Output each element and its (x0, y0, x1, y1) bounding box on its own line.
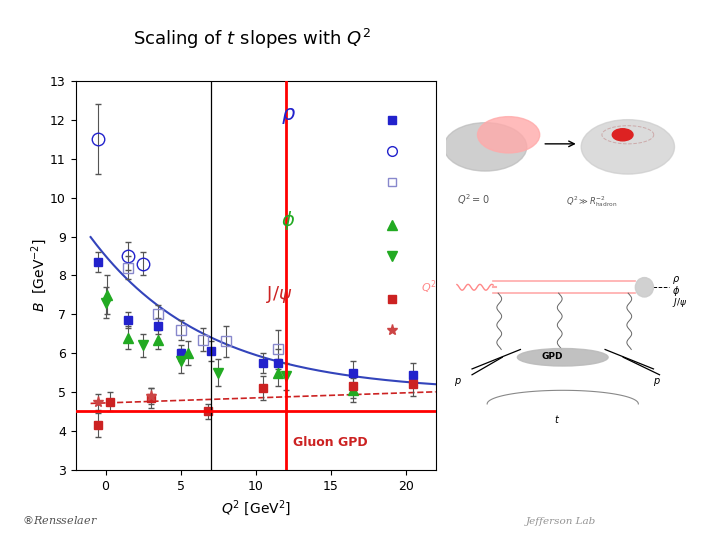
Text: $p$: $p$ (454, 376, 462, 388)
Text: $Q^2 \gg R_\mathrm{hadron}^{-2}$: $Q^2 \gg R_\mathrm{hadron}^{-2}$ (566, 194, 617, 209)
Text: $\mathrm{J}/\psi$: $\mathrm{J}/\psi$ (266, 285, 293, 305)
Text: $Q^2 = 0$: $Q^2 = 0$ (456, 193, 490, 207)
Text: $\circledR$Rensselaer: $\circledR$Rensselaer (22, 514, 97, 526)
Text: $t$: $t$ (554, 413, 560, 426)
Circle shape (612, 129, 633, 141)
Circle shape (444, 123, 527, 171)
Circle shape (581, 120, 675, 174)
Text: $\rho$: $\rho$ (672, 273, 680, 286)
Text: $\phi$: $\phi$ (281, 210, 295, 232)
Text: Scaling of $t$ slopes with $Q^2$: Scaling of $t$ slopes with $Q^2$ (133, 27, 371, 51)
Text: Jefferson Lab: Jefferson Lab (526, 517, 596, 526)
Text: $p$: $p$ (654, 376, 661, 388)
X-axis label: $Q^2$ [GeV$^2$]: $Q^2$ [GeV$^2$] (220, 498, 291, 518)
Text: $Q^2$: $Q^2$ (420, 279, 436, 296)
Text: $\rho$: $\rho$ (281, 106, 296, 126)
Ellipse shape (518, 348, 608, 366)
Text: Gluon GPD: Gluon GPD (293, 436, 368, 449)
Ellipse shape (635, 278, 654, 297)
Text: $J/\psi$: $J/\psi$ (672, 296, 687, 309)
Y-axis label: $B$  [GeV$^{-2}$]: $B$ [GeV$^{-2}$] (29, 239, 49, 312)
Text: $\phi$: $\phi$ (672, 284, 680, 298)
Circle shape (477, 117, 540, 153)
Text: GPD: GPD (541, 352, 563, 361)
